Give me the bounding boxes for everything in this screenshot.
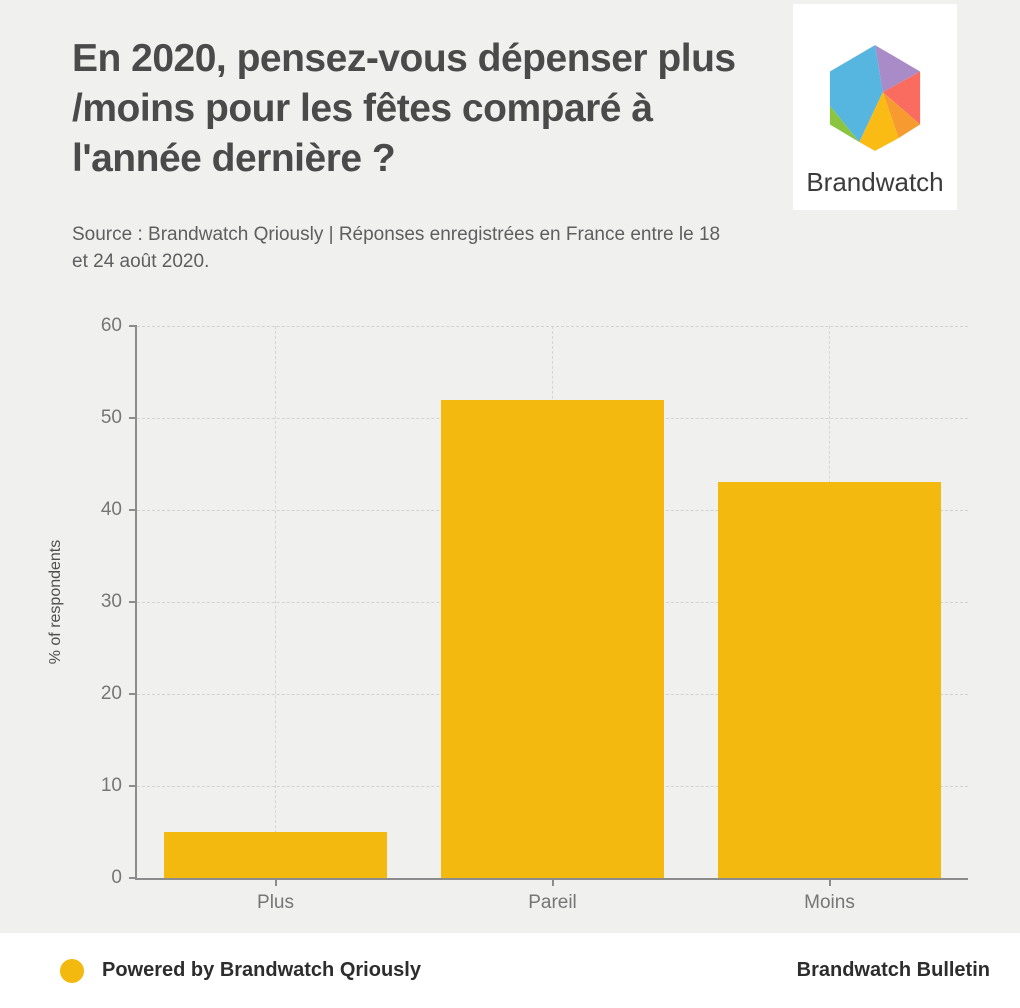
y-tick-label: 50 <box>100 407 122 428</box>
yellow-dot-icon <box>60 958 84 983</box>
page-title: En 2020, pensez-vous dépenser plus /moin… <box>72 37 736 180</box>
logo-facet-yellow <box>859 92 899 151</box>
y-tick-label: 10 <box>100 775 122 796</box>
x-category-label: Pareil <box>528 892 577 913</box>
bar-pareil <box>441 399 664 878</box>
y-tick-label: 0 <box>111 867 122 888</box>
y-axis-line <box>135 326 137 880</box>
x-tick <box>828 878 831 886</box>
y-tick <box>129 785 137 787</box>
brandwatch-logo-icon <box>829 45 921 151</box>
y-tick-label: 60 <box>100 315 122 336</box>
y-tick-label: 30 <box>100 591 122 612</box>
logo-facet-purple <box>875 45 921 93</box>
x-category-label: Moins <box>804 892 855 913</box>
logo-facet-coral <box>882 71 921 125</box>
y-tick <box>129 693 137 695</box>
y-tick <box>129 325 137 327</box>
logo-facet-blue <box>829 45 883 143</box>
footer-bar: Powered by Brandwatch Qriously Brandwatc… <box>0 933 1020 1008</box>
y-tick <box>129 877 137 879</box>
x-tick <box>551 878 554 886</box>
x-tick <box>274 878 277 886</box>
y-tick <box>129 417 137 419</box>
source-caption: Source : Brandwatch Qriously | Réponses … <box>72 224 721 272</box>
y-axis-title: % of respondents <box>47 539 64 665</box>
powered-by-label: Powered by Brandwatch Qriously <box>102 959 421 981</box>
logo-facet-orange <box>882 92 921 139</box>
bar-plus <box>164 832 387 878</box>
y-tick <box>129 509 137 511</box>
y-tick-label: 20 <box>100 683 122 704</box>
bar-moins <box>718 482 941 878</box>
x-axis-line <box>135 878 968 880</box>
y-tick <box>129 601 137 603</box>
brandwatch-wordmark: Brandwatch <box>806 167 944 197</box>
x-category-label: Plus <box>257 892 294 913</box>
x-gridline <box>275 326 276 878</box>
y-tick-label: 40 <box>100 499 122 520</box>
bulletin-label: Brandwatch Bulletin <box>796 959 990 981</box>
brandwatch-logo-card: Brandwatch <box>793 4 957 210</box>
